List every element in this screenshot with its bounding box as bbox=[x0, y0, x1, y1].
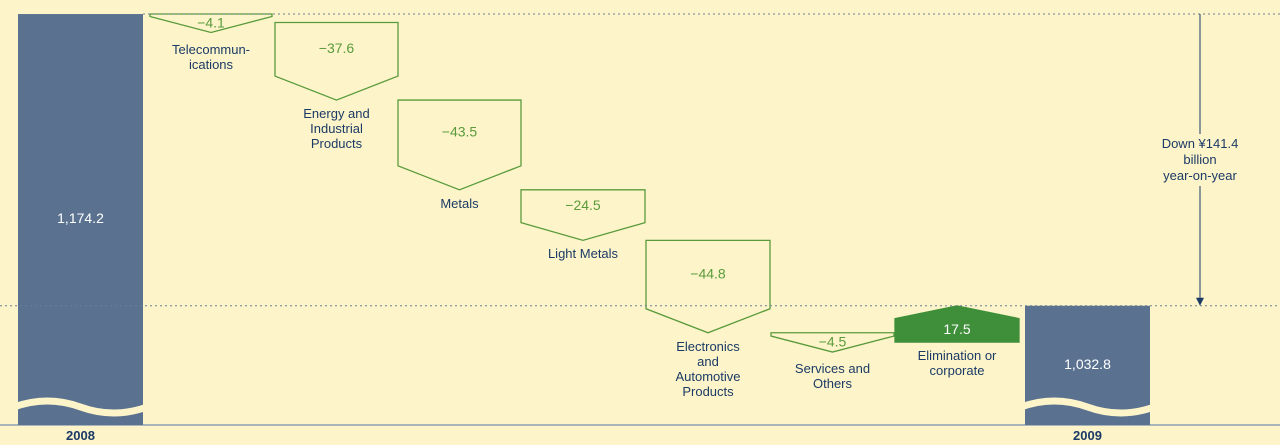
axis-break bbox=[12, 397, 149, 417]
value-label: −43.5 bbox=[442, 124, 478, 140]
total-bar bbox=[18, 14, 143, 426]
category-label: 2009 bbox=[1073, 428, 1102, 443]
value-label: −44.8 bbox=[690, 265, 726, 281]
step-box bbox=[520, 189, 646, 242]
arrow-head bbox=[1196, 297, 1204, 306]
category-label: Energy and Industrial Products bbox=[303, 106, 370, 152]
step-box bbox=[397, 99, 522, 191]
category-label: Services and Others bbox=[794, 360, 871, 391]
category-label: Metals bbox=[440, 195, 479, 211]
axis-break bbox=[1019, 397, 1156, 417]
value-label: −37.6 bbox=[319, 40, 355, 56]
step-box bbox=[274, 21, 399, 101]
step-box bbox=[149, 13, 273, 34]
value-label: −4.1 bbox=[197, 15, 225, 31]
value-label: −4.5 bbox=[819, 333, 847, 349]
value-label: −24.5 bbox=[565, 197, 601, 213]
category-label: 2008 bbox=[66, 428, 95, 443]
category-label: Light Metals bbox=[547, 246, 619, 262]
value-label: 1,032.8 bbox=[1064, 356, 1111, 372]
category-label: Telecommun- ications bbox=[171, 42, 251, 73]
category-label: Elimination or corporate bbox=[917, 348, 997, 379]
step-box bbox=[894, 305, 1020, 343]
step-box bbox=[645, 239, 771, 334]
value-label: 17.5 bbox=[943, 321, 970, 337]
step-box bbox=[770, 332, 895, 353]
value-label: 1,174.2 bbox=[57, 210, 104, 226]
annotation: Down ¥141.4 billion year-on-year bbox=[1160, 133, 1240, 186]
category-label: Electronics and Automotive Products bbox=[675, 338, 741, 399]
